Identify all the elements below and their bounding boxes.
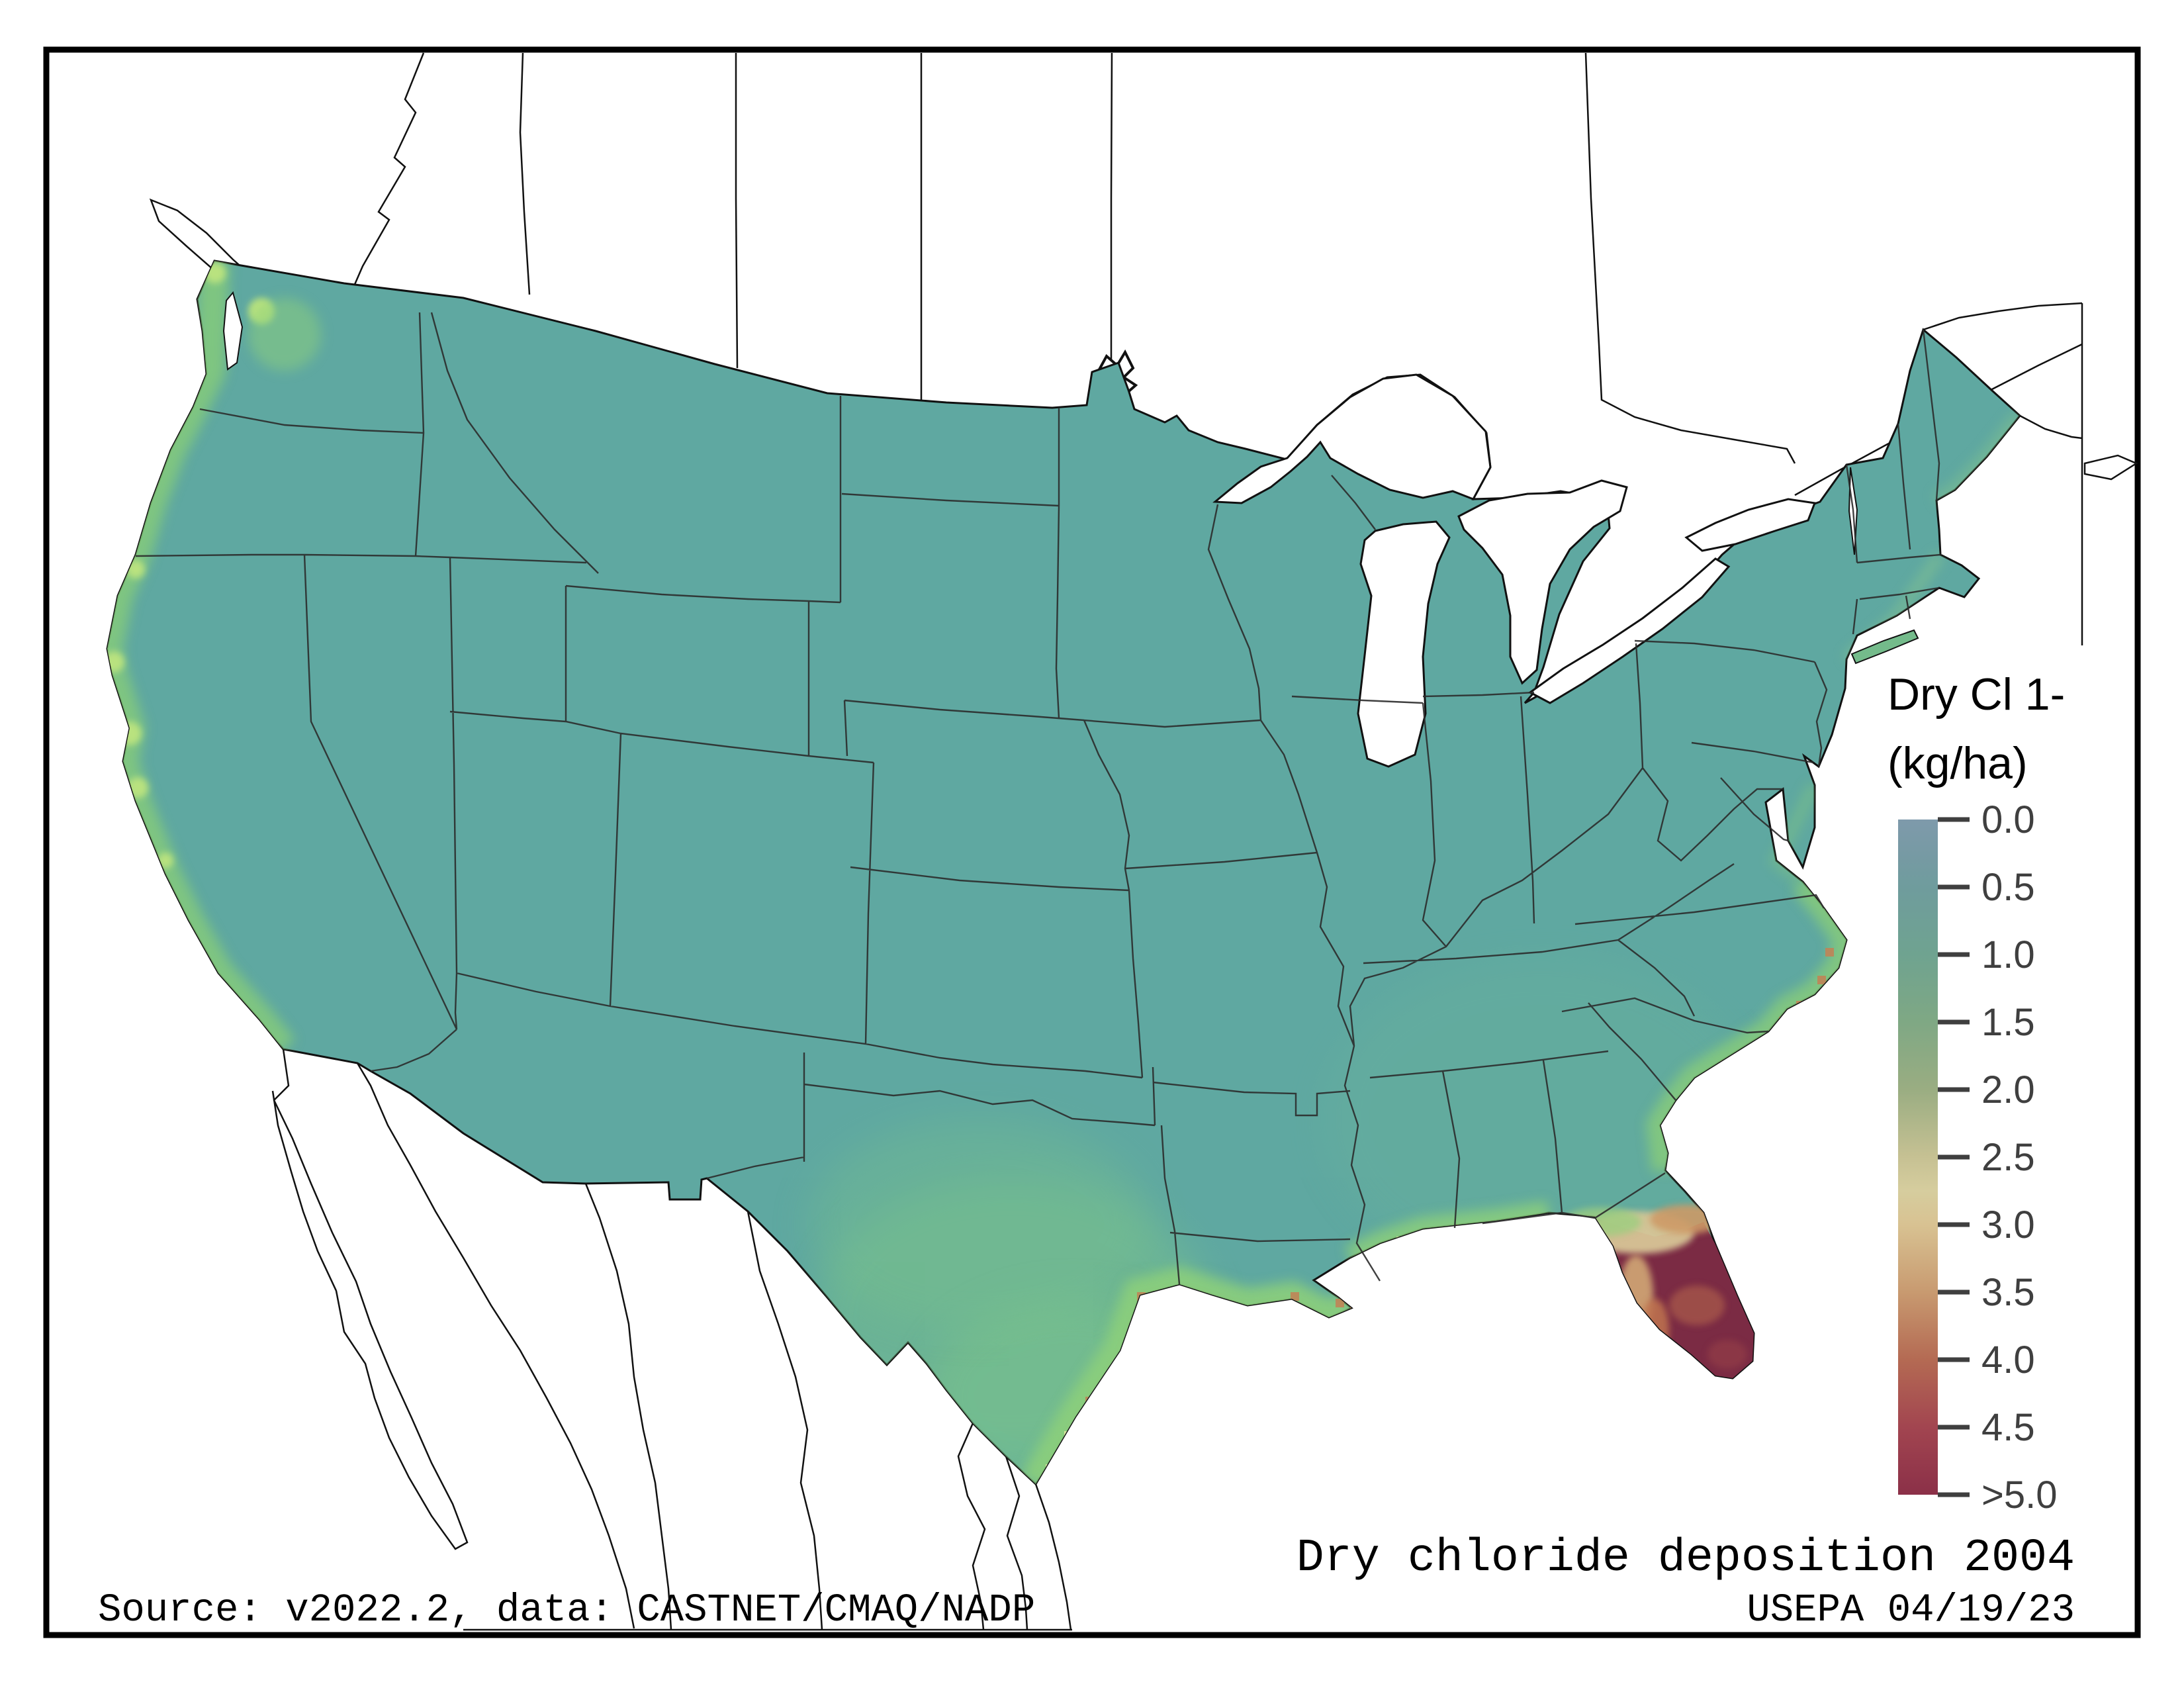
- legend-tick-label: 4.0: [1981, 1338, 2035, 1382]
- legend-tick-label: 0.0: [1981, 798, 2035, 841]
- mb-on-border: [1111, 53, 1112, 361]
- figure-canvas: Dry Cl 1- (kg/ha) 0.0 0.5 1.0 1.5 2.0 2.5 3.0 3…: [0, 0, 2184, 1688]
- legend-tick-label: 4.5: [1981, 1406, 2035, 1449]
- map-title: Dry chloride deposition 2004: [1297, 1532, 2075, 1585]
- map-figure: Dry Cl 1- (kg/ha) 0.0 0.5 1.0 1.5 2.0 2.5 3.0 3…: [0, 0, 2184, 1688]
- legend-tick-label: 3.0: [1981, 1203, 2035, 1246]
- legend-tick-label: >5.0: [1981, 1474, 2058, 1517]
- legend-tick-label: 0.5: [1981, 866, 2035, 909]
- legend-tick-label: 2.5: [1981, 1136, 2035, 1179]
- source-label: Source: v2022.2, data: CASTNET/CMAQ/NADP: [98, 1588, 1035, 1632]
- texas-north-wash: [807, 1119, 1152, 1331]
- florida-south-patch: [1707, 1340, 1747, 1369]
- legend-title-line2: (kg/ha): [1888, 738, 2028, 788]
- florida-inner-patch: [1669, 1286, 1725, 1325]
- legend-tick-label: 3.5: [1981, 1271, 2035, 1314]
- legend-colorbar: [1898, 820, 1938, 1495]
- legend-tick-label: 2.0: [1981, 1068, 2035, 1111]
- legend-title-line1: Dry Cl 1-: [1888, 669, 2065, 720]
- puget-sound-wash: [248, 298, 321, 371]
- legend-tick-label: 1.0: [1981, 933, 2035, 976]
- agency-date-label: USEPA 04/19/23: [1747, 1588, 2075, 1632]
- legend-tick-label: 1.5: [1981, 1001, 2035, 1044]
